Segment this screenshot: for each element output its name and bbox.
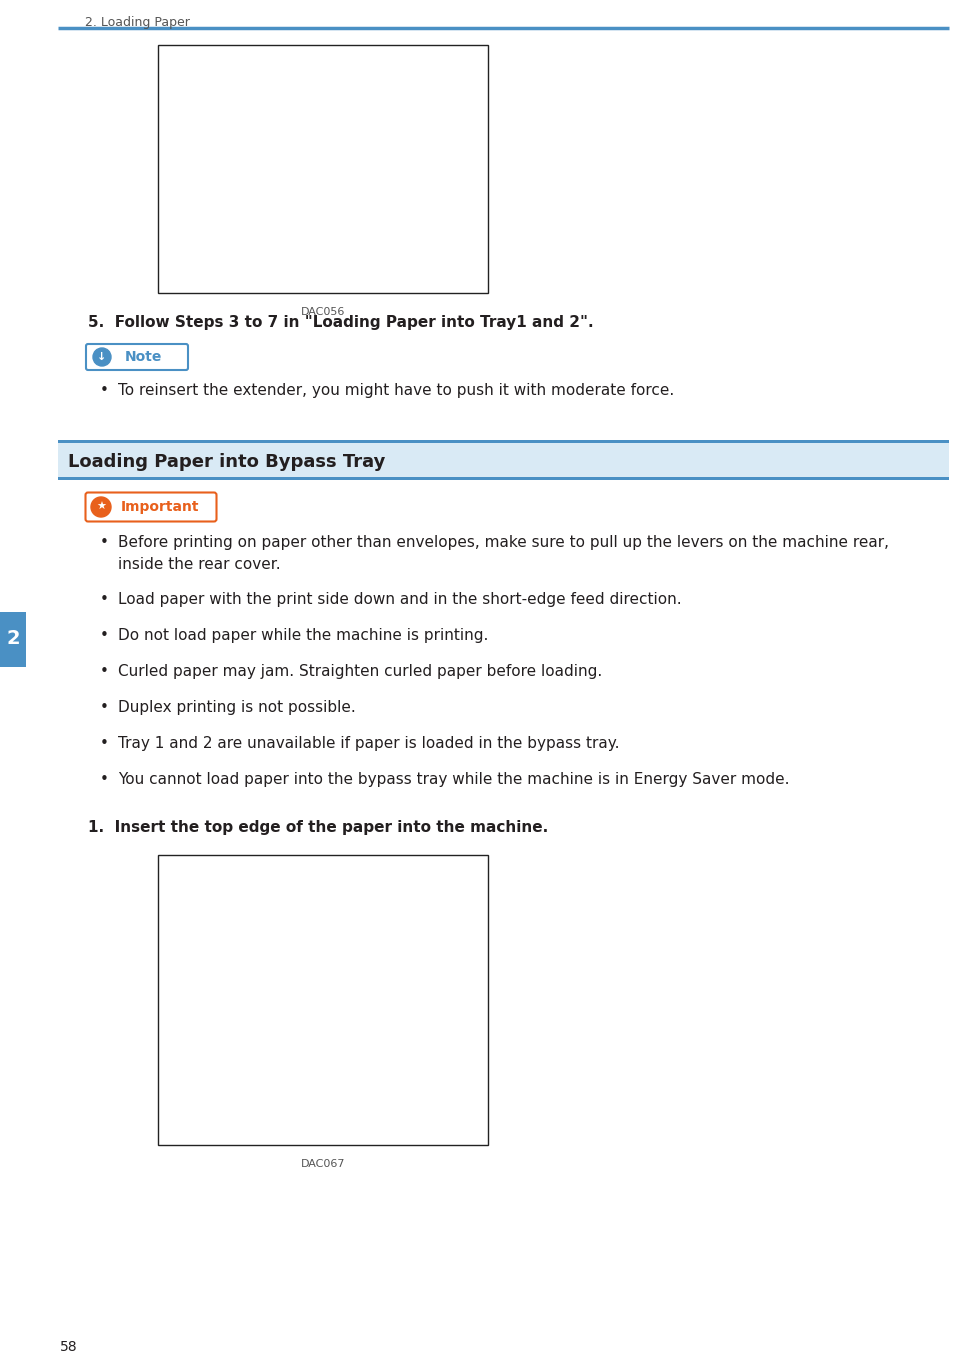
Text: •: • [100,700,109,715]
FancyBboxPatch shape [86,344,188,370]
Text: Before printing on paper other than envelopes, make sure to pull up the levers o: Before printing on paper other than enve… [118,534,889,549]
Text: Important: Important [121,500,199,514]
Text: Tray 1 and 2 are unavailable if paper is loaded in the bypass tray.: Tray 1 and 2 are unavailable if paper is… [118,736,620,751]
Text: Do not load paper while the machine is printing.: Do not load paper while the machine is p… [118,628,488,643]
FancyBboxPatch shape [158,855,488,1145]
Text: Curled paper may jam. Straighten curled paper before loading.: Curled paper may jam. Straighten curled … [118,664,602,679]
FancyBboxPatch shape [58,443,949,477]
Text: •: • [100,664,109,679]
Text: Note: Note [125,350,162,364]
Text: Duplex printing is not possible.: Duplex printing is not possible. [118,700,356,715]
Text: ↓: ↓ [97,352,106,362]
Text: DAC056: DAC056 [301,307,345,317]
Text: •: • [100,534,109,549]
FancyBboxPatch shape [0,612,26,666]
FancyBboxPatch shape [85,492,217,521]
Text: •: • [100,736,109,751]
Text: You cannot load paper into the bypass tray while the machine is in Energy Saver : You cannot load paper into the bypass tr… [118,772,789,787]
Text: To reinsert the extender, you might have to push it with moderate force.: To reinsert the extender, you might have… [118,384,674,398]
Text: Load paper with the print side down and in the short-edge feed direction.: Load paper with the print side down and … [118,592,682,607]
Text: 2: 2 [6,630,20,649]
FancyBboxPatch shape [58,477,949,480]
Circle shape [93,348,111,366]
Text: 2. Loading Paper: 2. Loading Paper [85,16,190,29]
Text: 1.  Insert the top edge of the paper into the machine.: 1. Insert the top edge of the paper into… [88,820,549,835]
FancyBboxPatch shape [58,441,949,443]
Text: 5.  Follow Steps 3 to 7 in "Loading Paper into Tray1 and 2".: 5. Follow Steps 3 to 7 in "Loading Paper… [88,316,594,330]
Text: •: • [100,384,109,398]
Text: •: • [100,628,109,643]
Text: inside the rear cover.: inside the rear cover. [118,558,281,573]
FancyBboxPatch shape [158,45,488,292]
Text: 58: 58 [60,1340,78,1355]
Circle shape [91,496,111,517]
Text: Loading Paper into Bypass Tray: Loading Paper into Bypass Tray [68,453,386,471]
Text: DAC067: DAC067 [301,1159,345,1170]
Text: ★: ★ [96,502,106,511]
Text: •: • [100,592,109,607]
Text: •: • [100,772,109,787]
